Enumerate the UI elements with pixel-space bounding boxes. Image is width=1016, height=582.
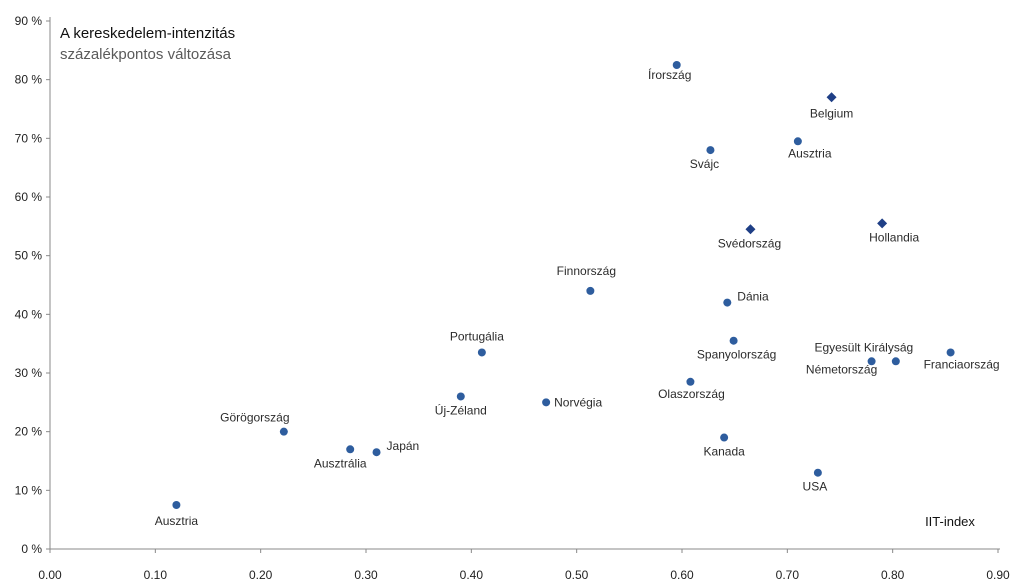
y-tick-label: 60 % xyxy=(15,190,43,204)
y-tick-label: 20 % xyxy=(15,425,43,439)
point-label: Új-Zéland xyxy=(435,402,487,417)
data-point xyxy=(672,61,681,69)
axes xyxy=(46,17,1000,553)
point-labels: Írország Belgium Ausztria Svájc Svédország Ho… xyxy=(155,67,1000,528)
x-axis-label: IIT-index xyxy=(925,514,975,529)
y-tick-label: 90 % xyxy=(15,14,43,28)
chart-title-line1: A kereskedelem-intenzitás xyxy=(60,25,235,42)
data-point xyxy=(946,348,955,357)
data-point xyxy=(793,137,802,146)
x-tick-label: 0.20 xyxy=(249,568,273,582)
data-point xyxy=(477,348,486,357)
point-label: Dánia xyxy=(737,290,769,304)
point-label: Írország xyxy=(648,67,691,82)
data-point xyxy=(813,468,822,477)
data-point-diamond xyxy=(745,224,756,235)
point-label: Ausztria xyxy=(788,146,832,160)
tick-labels: 0 % 10 % 20 % 30 % 40 % 50 % 60 % 70 % 80 % 90 % 0… xyxy=(15,14,1010,582)
x-tick-label: 0.80 xyxy=(881,568,905,582)
y-tick-label: 40 % xyxy=(15,307,43,321)
x-tick-label: 0.90 xyxy=(986,568,1010,582)
x-tick-label: 0.70 xyxy=(776,568,800,582)
data-point xyxy=(542,398,551,407)
y-tick-label: 80 % xyxy=(15,73,43,87)
point-label: Portugália xyxy=(450,329,504,343)
data-point xyxy=(706,146,715,155)
data-point xyxy=(720,433,729,442)
data-point xyxy=(279,427,288,436)
data-point xyxy=(891,357,900,366)
point-label: Kanada xyxy=(703,445,745,459)
point-label: Norvégia xyxy=(554,395,602,409)
point-label: Svédország xyxy=(718,236,781,250)
data-point xyxy=(586,286,595,295)
data-point xyxy=(456,392,465,401)
data-point xyxy=(867,357,876,366)
data-point xyxy=(346,445,355,454)
x-tick-label: 0.10 xyxy=(144,568,168,582)
data-point xyxy=(723,298,732,307)
point-label: Finnország xyxy=(557,264,616,278)
point-label: Svájc xyxy=(690,157,719,171)
x-tick-label: 0.40 xyxy=(460,568,484,582)
data-point xyxy=(686,377,695,386)
point-label: USA xyxy=(803,480,828,494)
point-label: Hollandia xyxy=(869,230,919,244)
point-label: Spanyolország xyxy=(697,348,776,362)
data-point-diamond xyxy=(826,92,837,103)
x-tick-label: 0.00 xyxy=(38,568,62,582)
x-tick-label: 0.60 xyxy=(670,568,694,582)
point-label: Egyesült Királyság xyxy=(814,340,913,354)
point-label: Németország xyxy=(806,362,877,376)
data-point xyxy=(172,501,181,509)
y-tick-label: 50 % xyxy=(15,249,43,263)
point-label: Franciaország xyxy=(924,357,1000,371)
y-tick-label: 30 % xyxy=(15,366,43,380)
chart-title-line2: százalékpontos változása xyxy=(60,46,232,63)
x-tick-label: 0.50 xyxy=(565,568,589,582)
data-points xyxy=(172,61,955,509)
point-label: Japán xyxy=(387,439,420,453)
y-tick-label: 70 % xyxy=(15,131,43,145)
point-label: Ausztrália xyxy=(314,456,367,470)
y-tick-label: 0 % xyxy=(21,542,42,556)
data-point xyxy=(372,448,381,457)
y-tick-label: 10 % xyxy=(15,483,43,497)
point-label: Olaszország xyxy=(658,387,725,401)
data-point xyxy=(729,336,738,345)
point-label: Ausztria xyxy=(155,514,199,528)
point-label: Belgium xyxy=(810,106,853,120)
x-tick-label: 0.30 xyxy=(354,568,378,582)
point-label: Görögország xyxy=(220,411,289,425)
data-point-diamond xyxy=(877,218,888,229)
